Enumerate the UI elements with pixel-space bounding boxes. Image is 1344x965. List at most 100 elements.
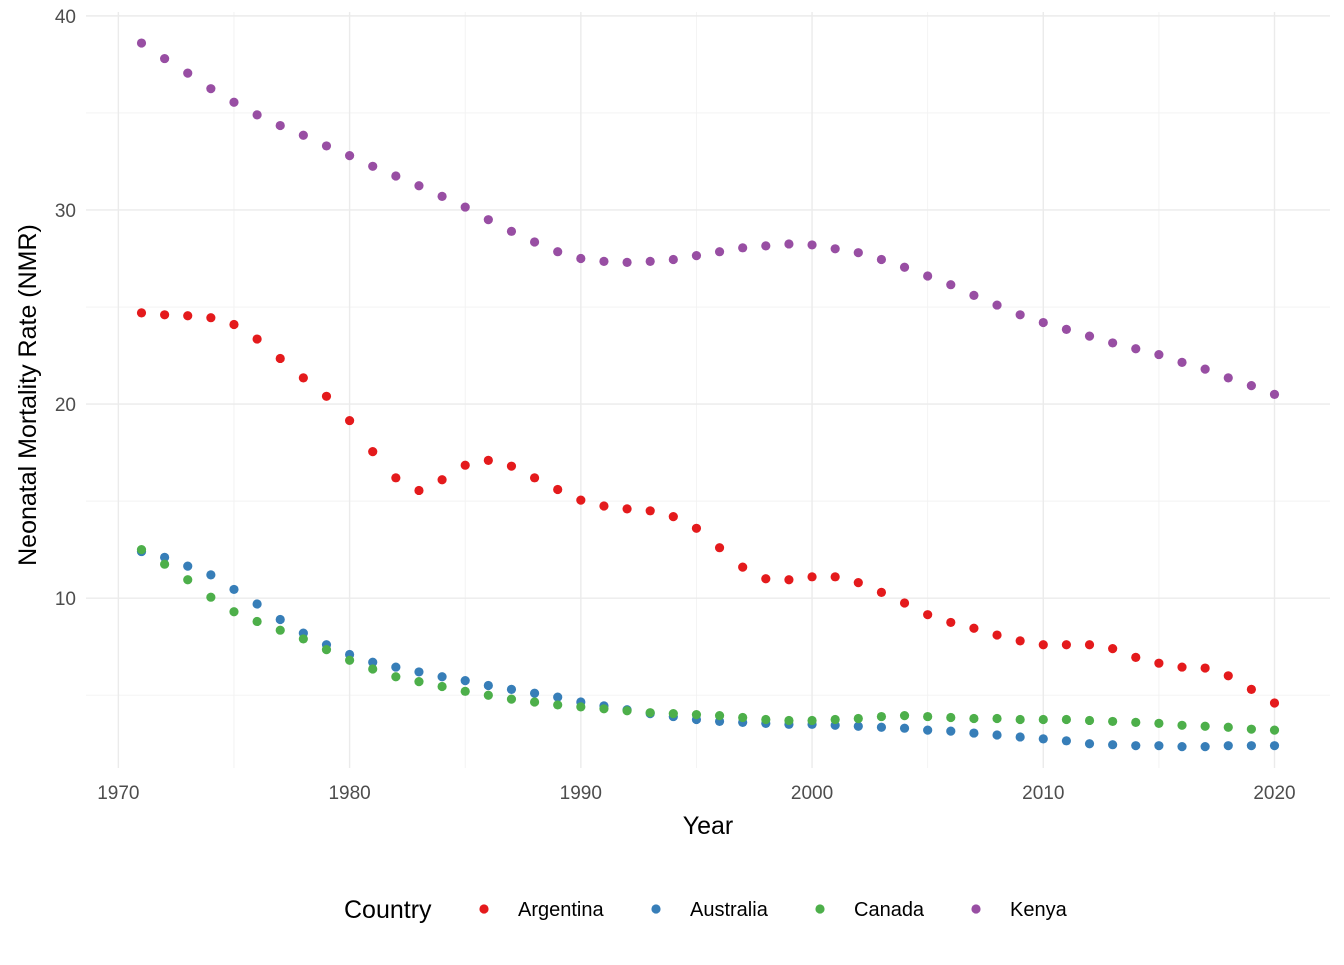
data-point [414,485,424,496]
legend-key [971,904,981,914]
data-point [321,391,332,401]
data-point [1177,662,1187,672]
data-point [136,545,147,555]
legend-label: Kenya [1010,899,1068,921]
data-point [391,473,401,483]
data-point [1131,344,1141,354]
data-point [923,725,933,735]
data-point [1200,663,1210,673]
data-point [506,694,517,704]
data-point [1200,742,1210,752]
data-point [1200,364,1210,374]
data-point [368,447,378,457]
data-point [830,714,840,725]
data-point [553,692,563,702]
series-kenya [136,38,1280,399]
data-point [761,241,771,251]
data-point [160,552,170,563]
data-point [1246,741,1256,751]
data-point [992,730,1002,740]
data-point [969,623,979,633]
data-point [368,664,378,674]
data-point [714,247,725,257]
data-point [136,308,147,318]
data-point [529,237,540,247]
data-point [1108,644,1118,654]
data-point [1015,732,1025,742]
data-point [414,677,424,687]
data-point [876,722,887,732]
y-tick-label: 20 [55,395,76,416]
y-tick-label: 30 [55,201,76,222]
data-point [876,711,887,722]
data-point [344,151,355,161]
x-tick-label: 1970 [97,783,139,804]
data-point [183,561,193,571]
data-point [391,672,401,682]
data-point [1108,338,1118,348]
data-point [807,240,817,250]
series-canada [136,545,1280,735]
data-point [1084,640,1095,650]
data-point [738,712,748,723]
data-point [298,634,308,644]
data-point [1223,722,1233,732]
data-point [946,726,956,736]
data-point [992,630,1002,640]
data-point [1084,739,1095,749]
data-point [946,280,956,290]
legend-key [479,904,489,914]
data-point [1154,658,1164,668]
data-point [1061,324,1072,334]
legend-item-argentina: Argentina [479,899,604,921]
data-point [853,713,863,724]
data-point [298,130,308,140]
grid-layer [86,12,1330,768]
data-point [992,300,1002,310]
data-point [1015,636,1025,646]
data-point [1269,725,1280,735]
data-point [599,256,609,267]
data-point [206,570,216,580]
x-tick-label: 2020 [1253,783,1295,804]
data-point [344,415,355,426]
data-point [1223,741,1233,751]
data-point [1246,684,1256,694]
data-point [853,248,863,258]
legend-key [651,904,661,914]
data-point [553,247,563,257]
data-point [229,319,239,330]
data-point [946,617,956,628]
data-point [992,713,1002,724]
data-point [784,239,794,249]
data-point [460,686,470,696]
x-tick-labels: 1970 1980 1990 2000 2010 2020 [97,783,1295,804]
data-point [1177,357,1187,367]
x-tick-label: 1980 [328,783,370,804]
data-point [275,625,285,635]
data-point [1269,389,1280,399]
legend-label: Argentina [518,899,604,921]
data-point [969,290,979,300]
data-point [252,334,262,344]
data-point [899,262,910,272]
data-point [784,715,794,726]
data-point [1084,331,1095,341]
data-point [437,475,447,485]
data-point [252,110,262,120]
data-point [437,672,447,682]
data-point [1177,720,1187,730]
data-point [1131,741,1141,751]
data-point [183,575,193,585]
data-point [807,572,817,582]
data-point [830,244,840,254]
data-point [668,709,678,719]
data-point [183,68,193,78]
data-point [668,512,678,522]
data-point [761,574,771,584]
data-point [622,257,632,267]
data-point [1038,714,1048,725]
data-point [252,599,262,609]
